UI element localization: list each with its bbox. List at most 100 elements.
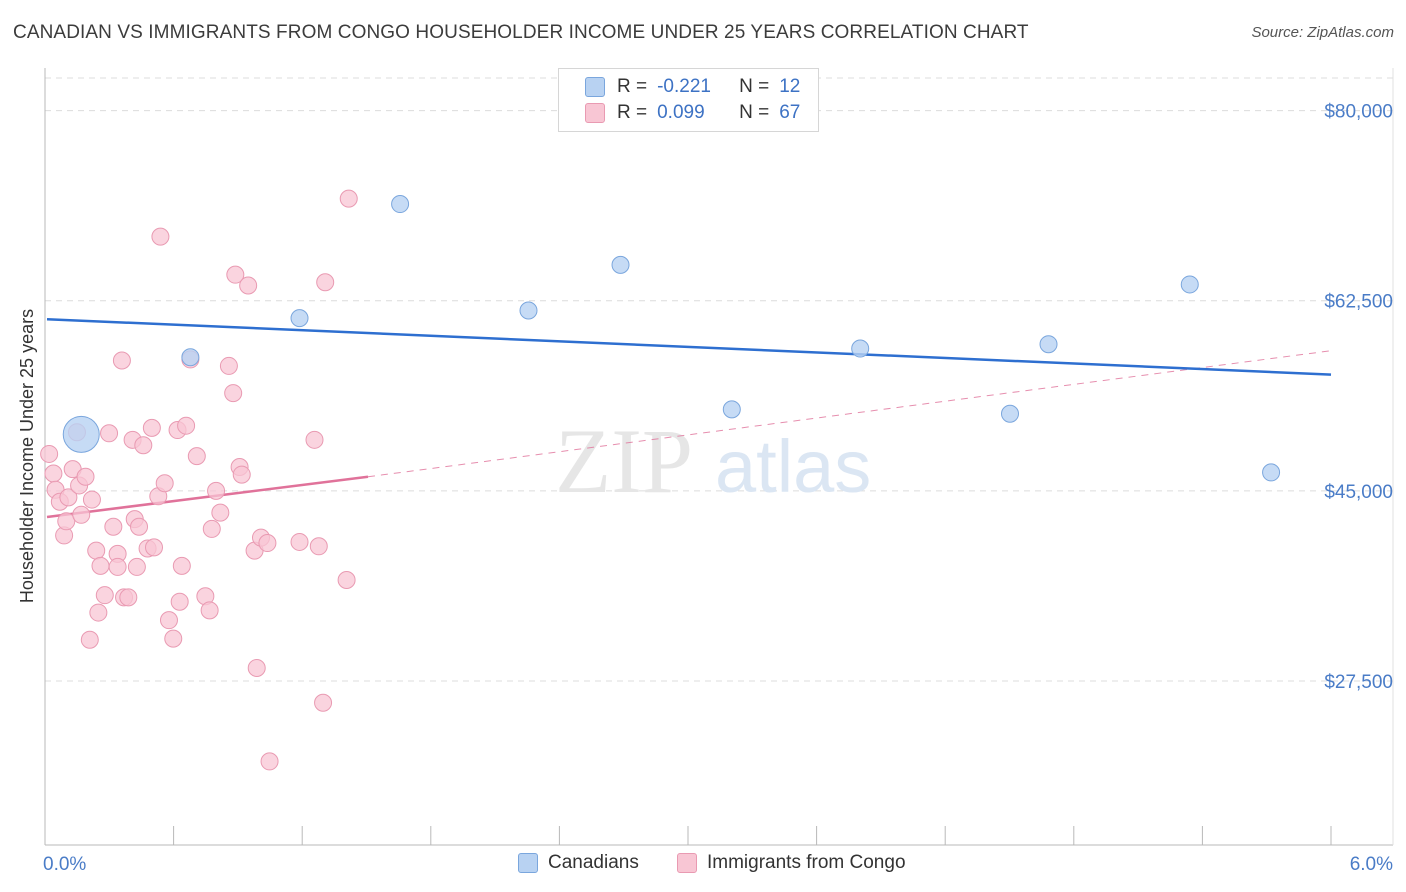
trend-lines bbox=[46, 317, 1332, 519]
congo-point bbox=[172, 556, 191, 575]
congo-point bbox=[177, 416, 196, 435]
n-value-congo: 67 bbox=[779, 102, 801, 123]
congo-point bbox=[57, 512, 76, 531]
bottom-legend-canadians: Canadians bbox=[518, 852, 639, 874]
canadian-point bbox=[1262, 463, 1281, 482]
congo-point bbox=[59, 488, 78, 507]
congo-point bbox=[151, 227, 170, 246]
congo-point bbox=[104, 517, 123, 536]
correlation-legend: R = -0.221 N = 12 R = 0.099 N = 67 bbox=[558, 68, 819, 132]
y-tick-label: $62,500 bbox=[1324, 292, 1393, 313]
congo-point bbox=[290, 532, 309, 551]
bottom-legend-congo: Immigrants from Congo bbox=[677, 852, 906, 874]
canadian-point bbox=[1001, 404, 1019, 423]
congo-trend-line bbox=[46, 475, 369, 519]
congo-point bbox=[314, 693, 333, 712]
congo-point bbox=[232, 465, 251, 484]
r-label: R = bbox=[617, 102, 648, 123]
n-label: N = bbox=[739, 102, 770, 123]
congo-point bbox=[337, 570, 356, 589]
n-value-canadians: 12 bbox=[779, 76, 801, 97]
y-tick-label: $45,000 bbox=[1324, 482, 1393, 503]
x-tick-label-min: 0.0% bbox=[43, 854, 86, 875]
congo-point bbox=[207, 481, 226, 500]
watermark: ZIP atlas bbox=[555, 410, 871, 512]
congo-point bbox=[76, 467, 95, 486]
congo-point bbox=[82, 490, 101, 509]
congo-point bbox=[170, 592, 189, 611]
canadian-point bbox=[611, 255, 630, 274]
congo-point bbox=[305, 430, 324, 449]
source-label: Source: ZipAtlas.com bbox=[1251, 24, 1394, 41]
congo-point bbox=[119, 588, 138, 607]
congo-point bbox=[202, 519, 221, 538]
canadian-point bbox=[62, 415, 100, 453]
y-tick-labels: $27,500 $45,000 $62,500 $80,000 bbox=[1324, 102, 1393, 693]
congo-point bbox=[87, 541, 106, 560]
congo-point bbox=[91, 556, 110, 575]
canadian-point bbox=[519, 301, 538, 320]
congo-point bbox=[187, 447, 206, 466]
n-label: N = bbox=[739, 76, 770, 97]
congo-point bbox=[134, 436, 153, 455]
watermark-zip: ZIP bbox=[555, 410, 693, 512]
congo-point bbox=[130, 517, 149, 536]
congo-point bbox=[219, 356, 238, 375]
r-value-canadians: -0.221 bbox=[657, 76, 711, 97]
congo-point bbox=[247, 658, 266, 677]
congo-point bbox=[80, 630, 99, 649]
congo-point bbox=[155, 474, 174, 493]
congo-trend-extension bbox=[367, 350, 1332, 478]
congo-point bbox=[339, 189, 358, 208]
congo-point bbox=[226, 265, 245, 284]
gridlines bbox=[45, 77, 1393, 682]
congo-point bbox=[224, 384, 243, 403]
canadians-legend-label: Canadians bbox=[548, 852, 639, 873]
legend-row-congo: R = 0.099 N = 67 bbox=[585, 100, 800, 126]
y-tick-label: $80,000 bbox=[1324, 102, 1393, 123]
r-label: R = bbox=[617, 76, 648, 97]
congo-point bbox=[100, 424, 119, 443]
congo-point bbox=[95, 586, 114, 605]
congo-legend-label: Immigrants from Congo bbox=[707, 852, 906, 873]
y-axis-title: Householder Income Under 25 years bbox=[17, 309, 37, 603]
congo-point bbox=[108, 557, 127, 576]
congo-point bbox=[142, 418, 161, 437]
chart-title: CANADIAN VS IMMIGRANTS FROM CONGO HOUSEH… bbox=[13, 22, 1029, 43]
congo-point bbox=[112, 351, 131, 370]
y-tick-label: $27,500 bbox=[1324, 672, 1393, 693]
congo-point bbox=[40, 444, 59, 463]
canadian-point bbox=[1039, 335, 1058, 354]
r-value-congo: 0.099 bbox=[657, 102, 705, 123]
congo-point bbox=[316, 273, 335, 292]
legend-row-canadians: R = -0.221 N = 12 bbox=[585, 74, 800, 100]
congo-point bbox=[164, 629, 183, 648]
congo-point bbox=[239, 276, 258, 295]
canadian-point bbox=[1180, 275, 1199, 294]
congo-point bbox=[309, 537, 328, 556]
congo-point bbox=[211, 503, 230, 522]
congo-point bbox=[44, 464, 63, 483]
canadians-trend-line bbox=[46, 317, 1332, 376]
canadians-legend-swatch bbox=[518, 853, 538, 873]
canadian-points bbox=[62, 195, 1281, 482]
congo-point bbox=[258, 534, 277, 553]
watermark-atlas: atlas bbox=[715, 425, 871, 508]
canadians-swatch bbox=[585, 77, 605, 97]
canadian-point bbox=[722, 400, 741, 419]
canadian-point bbox=[851, 339, 870, 358]
canadian-point bbox=[290, 309, 309, 328]
congo-point bbox=[260, 752, 279, 771]
congo-point bbox=[159, 611, 178, 630]
canadian-point bbox=[181, 348, 200, 367]
congo-point bbox=[200, 601, 219, 620]
congo-point bbox=[127, 557, 146, 576]
x-tick-label-max: 6.0% bbox=[1350, 854, 1393, 875]
congo-points bbox=[40, 189, 358, 771]
congo-legend-swatch bbox=[677, 853, 697, 873]
congo-point bbox=[72, 505, 91, 524]
congo-swatch bbox=[585, 103, 605, 123]
congo-point bbox=[145, 538, 163, 557]
canadian-point bbox=[391, 195, 410, 214]
